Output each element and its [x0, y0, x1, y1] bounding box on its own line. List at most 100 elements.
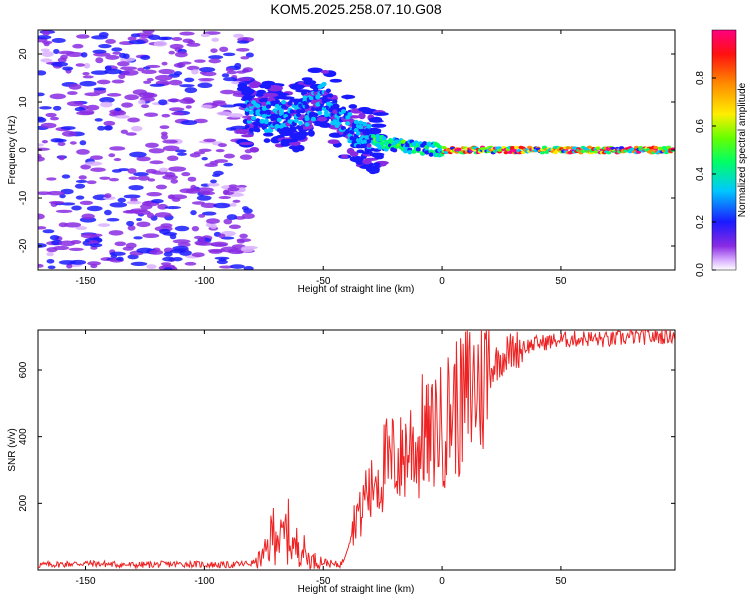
heatmap-cell: [121, 102, 133, 108]
heatmap-cell: [327, 139, 340, 145]
heatmap-cell: [320, 69, 330, 74]
heatmap-cell: [289, 132, 304, 139]
y-tick-label: 10: [18, 96, 29, 108]
heatmap-cell: [179, 31, 195, 36]
heatmap-cell: [223, 52, 236, 57]
heatmap-cell: [190, 184, 197, 191]
heatmap-cell: [503, 150, 509, 155]
heatmap-cell: [218, 258, 227, 262]
heatmap-cell: [145, 142, 159, 148]
heatmap-cell: [245, 52, 254, 58]
snr-panel: -150 -100 -50 0 50 200 400 600 Height of strai…: [7, 329, 676, 595]
heatmap-cell: [114, 115, 130, 119]
heatmap-cell: [55, 209, 73, 213]
heatmap-cell: [211, 173, 221, 177]
heatmap-cell: [191, 225, 200, 232]
heatmap-cell: [304, 122, 310, 127]
heatmap-cell: [151, 199, 164, 204]
heatmap-cell: [266, 101, 272, 106]
heatmap-cell: [276, 127, 282, 133]
x-tick-label: -50: [316, 276, 331, 287]
heatmap-cell: [96, 79, 111, 85]
heatmap-cell: [415, 147, 421, 152]
heatmap-cell: [243, 266, 254, 270]
heatmap-cell: [128, 39, 146, 45]
heatmap-cell: [244, 111, 250, 116]
x-tick-label: 50: [555, 276, 567, 287]
heatmap-cell: [304, 104, 310, 109]
heatmap-cell: [379, 141, 385, 146]
heatmap-cell: [208, 58, 222, 64]
heatmap-cell: [456, 148, 462, 152]
heatmap-cell: [161, 113, 171, 118]
heatmap-cell: [76, 148, 90, 155]
heatmap-cell: [154, 212, 172, 218]
heatmap-cell: [191, 201, 206, 205]
heatmap-cell: [191, 252, 205, 258]
heatmap-cell: [266, 104, 272, 109]
heatmap-cell: [169, 43, 184, 50]
x-tick-label: 50: [555, 576, 567, 587]
heatmap-cell: [121, 69, 139, 76]
heatmap-cell: [200, 104, 213, 109]
heatmap-cell: [94, 118, 103, 122]
heatmap-cell: [381, 136, 387, 141]
heatmap-cell: [158, 68, 175, 75]
heatmap-cell: [325, 88, 331, 93]
heatmap-cell: [356, 149, 365, 154]
heatmap-cell: [281, 127, 287, 133]
heatmap-cell: [355, 131, 361, 136]
heatmap-cell: [61, 130, 77, 137]
heatmap-cell: [162, 256, 176, 262]
heatmap-cell: [133, 172, 149, 177]
heatmap-cell: [160, 262, 172, 266]
heatmap-cell: [274, 120, 280, 126]
heatmap-cell: [374, 154, 384, 160]
heatmap-cell: [104, 193, 112, 199]
heatmap-cell: [226, 70, 238, 75]
heatmap-cell: [302, 100, 308, 106]
heatmap-cell: [123, 194, 141, 199]
heatmap-cell: [241, 134, 254, 138]
heatmap-cell: [289, 109, 295, 114]
heatmap-cell: [168, 107, 185, 112]
heatmap-cell: [82, 71, 90, 76]
y-tick-label: 400: [18, 428, 29, 445]
heatmap-cell: [133, 236, 143, 240]
heatmap-cell: [89, 243, 103, 248]
heatmap-cell: [586, 145, 592, 149]
heatmap-cell: [232, 199, 241, 203]
heatmap-cell: [362, 139, 368, 144]
heatmap-cell: [223, 218, 233, 225]
heatmap-cell: [240, 56, 250, 60]
heatmap-cell: [233, 33, 245, 38]
heatmap-cell: [80, 233, 97, 239]
heatmap-cell: [120, 129, 128, 134]
heatmap-cell: [565, 146, 571, 150]
heatmap-cell: [78, 175, 87, 180]
heatmap-cell: [168, 50, 175, 55]
heatmap-cell: [236, 40, 250, 44]
heatmap-cell: [220, 246, 239, 253]
heatmap-cell: [236, 239, 245, 244]
heatmap-cell: [141, 69, 157, 74]
heatmap-cell: [366, 139, 372, 144]
heatmap-cell: [75, 63, 85, 67]
heatmap-cell: [84, 161, 103, 166]
heatmap-cell: [248, 127, 254, 133]
heatmap-x-axis-label: Height of straight line (km): [298, 284, 415, 295]
heatmap-cell: [220, 89, 236, 95]
heatmap-cell: [58, 222, 68, 228]
heatmap-cell: [127, 117, 140, 123]
heatmap-cell: [111, 169, 122, 173]
heatmap-cell: [111, 47, 123, 52]
heatmap-cell: [211, 37, 220, 42]
heatmap-cell: [108, 153, 116, 158]
heatmap-cell: [340, 109, 346, 114]
heatmap-cell: [98, 43, 112, 49]
colorbar-label: Normalized spectral amplitude: [737, 82, 748, 217]
heatmap-cell: [83, 62, 91, 69]
heatmap-cell: [38, 143, 44, 147]
heatmap-cell: [125, 242, 137, 249]
heatmap-cell: [112, 110, 127, 116]
